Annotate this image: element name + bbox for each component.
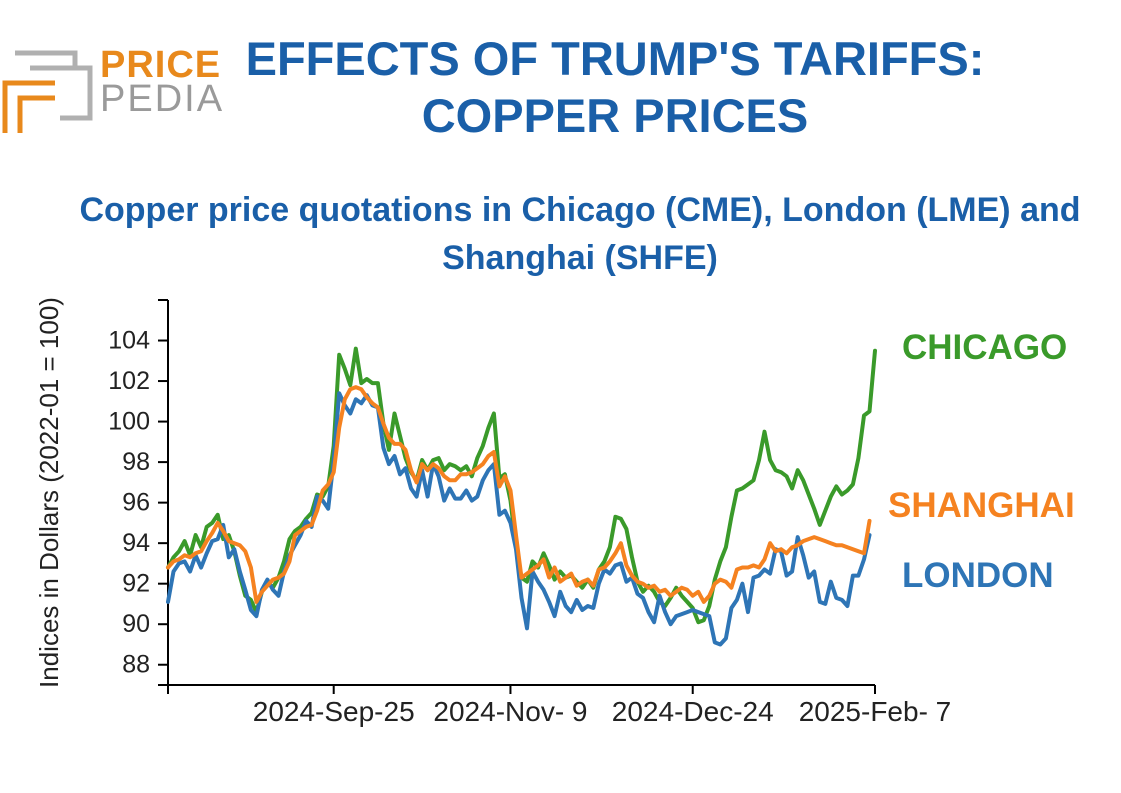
logo-word-pedia: PEDIA xyxy=(100,78,225,120)
x-tick-label: 2024-Sep-25 xyxy=(253,696,415,727)
legend-label-chicago: CHICAGO xyxy=(902,328,1068,367)
y-tick-label: 98 xyxy=(122,448,150,476)
y-tick-label: 88 xyxy=(122,651,150,679)
logo-word-price: PRICE xyxy=(100,44,222,86)
pricepedia-logo: PRICE PEDIA xyxy=(0,38,240,138)
y-tick-label: 100 xyxy=(108,408,150,436)
x-tick-label: 2024-Dec-24 xyxy=(612,696,774,727)
chart-subtitle: Copper price quotations in Chicago (CME)… xyxy=(79,191,1081,277)
y-tick-label: 104 xyxy=(108,327,150,355)
page-title: EFFECTS OF TRUMP'S TARIFFS: COPPER PRICE… xyxy=(245,32,985,142)
legend-label-london: LONDON xyxy=(902,556,1054,595)
x-tick-label: 2024-Nov- 9 xyxy=(433,696,587,727)
y-tick-label: 94 xyxy=(122,529,150,557)
y-tick-label: 102 xyxy=(108,367,150,395)
y-axis-label: Indices in Dollars (2022-01 = 100) xyxy=(34,297,64,688)
x-tick-label: 2025-Feb- 7 xyxy=(799,696,952,727)
series-line-shanghai xyxy=(166,385,872,604)
y-tick-label: 90 xyxy=(122,610,150,638)
y-tick-label: 96 xyxy=(122,489,150,517)
logo-mark-icon xyxy=(2,50,93,133)
y-tick-label: 92 xyxy=(122,570,150,598)
legend-label-shanghai: SHANGHAI xyxy=(888,486,1075,525)
